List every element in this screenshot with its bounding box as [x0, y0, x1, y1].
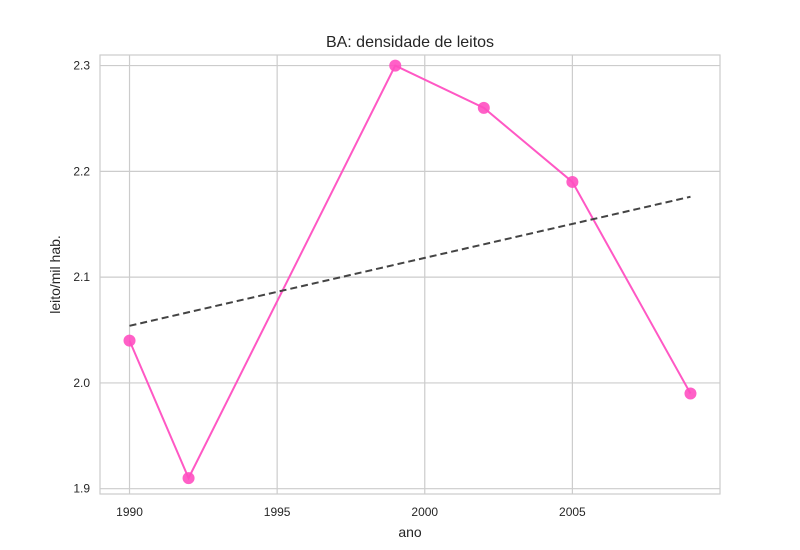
series-line — [128, 64, 692, 481]
y-tick-label: 1.9 — [73, 482, 90, 496]
y-tick-label: 2.0 — [73, 376, 90, 390]
x-tick-label: 2005 — [559, 505, 586, 519]
plot-frame — [99, 54, 721, 495]
data-point — [123, 334, 136, 347]
data-point — [684, 387, 697, 400]
x-tick-label: 1990 — [116, 505, 143, 519]
y-tick-label: 2.1 — [73, 270, 90, 284]
chart-title: BA: densidade de leitos — [326, 34, 494, 51]
grid — [100, 55, 720, 494]
data-point — [389, 59, 402, 72]
data-point — [182, 472, 195, 485]
x-tick-label: 1995 — [264, 505, 291, 519]
x-tick-label: 2000 — [411, 505, 438, 519]
y-axis-label: leito/mil hab. — [47, 235, 63, 314]
y-tick-label: 2.3 — [73, 59, 90, 73]
tick-labels: 1990 1995 2000 2005 1.9 2.0 2.1 2.2 2.3 — [73, 59, 586, 519]
series-layer — [123, 59, 697, 485]
data-point — [477, 101, 490, 114]
x-axis-label: ano — [398, 524, 422, 540]
y-tick-label: 2.2 — [73, 164, 90, 178]
data-point — [566, 175, 579, 188]
trend-line — [129, 195, 691, 327]
